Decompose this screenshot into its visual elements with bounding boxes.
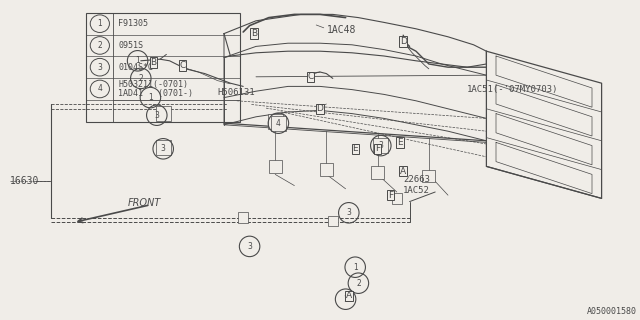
Text: 3: 3 <box>154 111 159 120</box>
Bar <box>392 193 402 204</box>
Text: A: A <box>346 292 352 300</box>
Bar <box>268 114 283 129</box>
Text: 3: 3 <box>161 144 166 153</box>
Bar <box>156 106 171 121</box>
Bar <box>328 216 338 226</box>
Text: 0951S: 0951S <box>118 41 143 50</box>
Text: E: E <box>353 144 358 153</box>
Text: C: C <box>179 61 186 70</box>
Text: 4: 4 <box>276 119 281 128</box>
Text: 0104S*G: 0104S*G <box>118 63 154 72</box>
Text: D: D <box>317 104 323 113</box>
Text: 16630: 16630 <box>10 176 39 186</box>
Text: 22663: 22663 <box>403 175 430 184</box>
Text: 1: 1 <box>353 263 358 272</box>
Text: C: C <box>307 72 314 81</box>
Text: 1AC52: 1AC52 <box>403 186 430 195</box>
Text: B: B <box>150 58 157 67</box>
Bar <box>373 138 388 153</box>
Text: 1AD41   (0701-): 1AD41 (0701-) <box>118 89 193 98</box>
Text: 1AC48: 1AC48 <box>326 25 356 36</box>
Text: 3: 3 <box>97 63 102 72</box>
Bar <box>156 140 171 155</box>
Text: 2: 2 <box>356 279 361 288</box>
Text: 4: 4 <box>97 84 102 93</box>
Text: 3: 3 <box>346 208 351 217</box>
Text: 1: 1 <box>97 19 102 28</box>
Text: 3: 3 <box>247 242 252 251</box>
Text: H503211(-0701): H503211(-0701) <box>118 80 188 89</box>
Text: 1AC51(-'07MY0703): 1AC51(-'07MY0703) <box>467 85 559 94</box>
Text: H506131: H506131 <box>218 88 255 97</box>
Text: B: B <box>251 29 257 38</box>
Text: 1: 1 <box>135 56 140 65</box>
Text: 2: 2 <box>138 74 143 83</box>
Bar <box>422 170 435 182</box>
Bar <box>271 116 286 131</box>
Text: F: F <box>375 144 380 153</box>
Text: 3: 3 <box>378 141 383 150</box>
Bar <box>371 166 384 179</box>
Bar <box>269 160 282 173</box>
Text: A050001580: A050001580 <box>587 308 637 316</box>
Text: E: E <box>397 138 403 147</box>
Bar <box>238 212 248 223</box>
Text: 1: 1 <box>148 93 153 102</box>
Text: F: F <box>388 191 393 200</box>
Text: 1: 1 <box>343 295 348 304</box>
Bar <box>320 163 333 176</box>
Text: F91305: F91305 <box>118 19 148 28</box>
Text: FRONT: FRONT <box>128 198 161 208</box>
Text: A: A <box>400 167 406 176</box>
Text: D: D <box>400 37 406 46</box>
Text: 2: 2 <box>97 41 102 50</box>
Bar <box>86 13 240 122</box>
